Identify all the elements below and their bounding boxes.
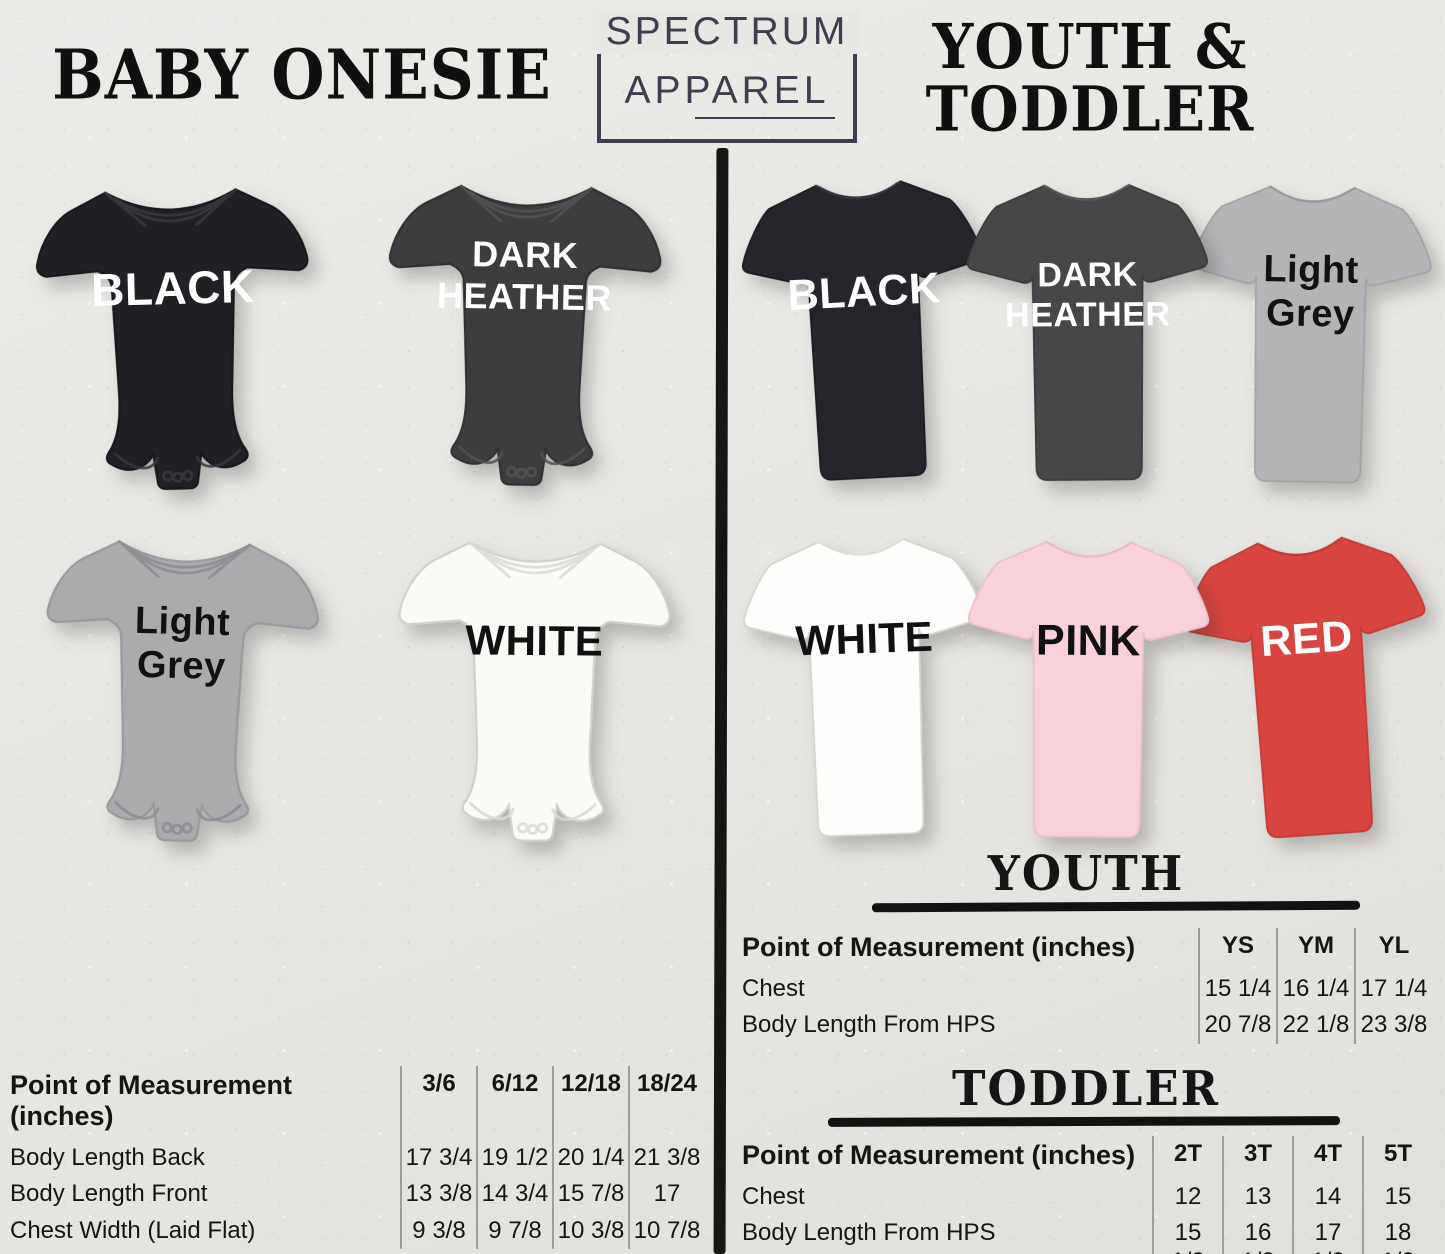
cell: 10 7/8 [628,1212,704,1249]
shirt-dark-heather: DARK HEATHER [961,159,1216,505]
onesie-white: WHITE [377,511,692,854]
onesie-graphic [384,183,663,489]
row-label: Body Length From HPS [742,1219,996,1247]
center-divider-line [713,147,729,1254]
toddler-heading: TODDLER [951,1061,1221,1117]
cell: 23 3/8 [1354,1007,1432,1044]
column-header: 3T [1222,1136,1292,1179]
cell: 12 [1152,1179,1222,1216]
column-header: 2T [1152,1136,1222,1179]
cell: 20 1/4 [552,1140,628,1177]
column-header: 4T [1292,1136,1362,1179]
cell: 13 [1222,1179,1292,1216]
shirt-white: WHITE [734,511,998,864]
cell: 16 1/4 [1276,971,1354,1008]
onesie-color-label: Light Grey [134,600,231,689]
onesie-color-label: WHITE [465,616,604,665]
cell: 15 1/2 [1152,1215,1222,1254]
cell: 15 1/4 [1198,971,1276,1008]
cell: 9 3/8 [400,1212,476,1249]
onesie-color-label: BLACK [90,259,256,317]
baby-onesie-title: BABY ONESIE [52,36,552,116]
cell: 22 1/8 [1276,1007,1354,1044]
column-header: 18/24 [628,1066,704,1140]
cell: 9 7/8 [476,1212,552,1249]
cell: 17 [628,1176,704,1213]
onesie-graphic [34,186,315,494]
column-header: 5T [1362,1136,1432,1179]
row-label: Body Length Back [10,1144,205,1171]
cell: 14 3/4 [476,1176,552,1213]
column-header: 12/18 [552,1066,628,1140]
shirt-color-label: DARK HEATHER [1005,255,1171,335]
column-header: YM [1276,928,1354,971]
youth-toddler-title: YOUTH & TODDLER [862,16,1318,140]
brand-logo: SPECTRUM APPAREL [593,10,861,143]
onesie-graphic [396,540,672,843]
onesie-dark-heather: DARK HEATHER [365,153,683,498]
table-header: Point of Measurement (inches) [742,932,1136,962]
toddler-underline [827,1116,1341,1127]
cell: 19 1/2 [476,1140,552,1177]
row-label: Body Length Front [10,1180,208,1208]
column-header: YS [1198,928,1276,971]
row-label: Chest [742,975,805,1002]
cell: 17 1/4 [1354,971,1432,1008]
youth-toddler-title-line2: TODDLER [925,72,1255,146]
shirt-color-label: Light Grey [1263,248,1360,336]
youth-size-table: Point of Measurement (inches) YS YM YL C… [740,928,1432,1044]
shirt-pink: PINK [961,516,1216,862]
tshirt-graphic [966,540,1210,839]
row-label: Chest [742,1183,805,1210]
table-header: Point of Measurement (inches) [742,1140,1136,1170]
cell: 13 3/8 [400,1176,476,1213]
logo-underline [695,117,835,119]
column-header: 6/12 [476,1066,552,1140]
toddler-size-table: Point of Measurement (inches) 2T 3T 4T 5… [740,1136,1432,1254]
brand-name-spectrum: SPECTRUM [593,10,861,54]
row-label: Chest Width (Laid Flat) [10,1216,256,1244]
cell: 17 3/4 [400,1140,476,1177]
cell: 15 [1362,1179,1432,1216]
cell: 10 3/8 [552,1212,628,1249]
onesie-color-label: DARK HEATHER [436,233,613,319]
column-header: YL [1354,928,1432,971]
youth-heading: YOUTH [987,846,1185,902]
onesie-black: BLACK [14,156,335,504]
shirt-color-label: PINK [1035,616,1141,666]
cell: 18 1/2 [1362,1215,1432,1254]
cell: 21 3/8 [628,1140,704,1177]
cell: 15 7/8 [552,1176,628,1213]
youth-underline [871,900,1361,913]
onesie-light-grey: Light Grey [21,508,342,856]
row-label: Body Length From HPS [742,1011,996,1039]
baby-size-table: Point of Measurement (inches) 3/6 6/12 1… [8,1066,704,1249]
cell: 14 [1292,1179,1362,1216]
youth-toddler-title-line1: YOUTH & [932,10,1248,83]
cell: 20 7/8 [1198,1007,1276,1044]
cell: 17 1/2 [1292,1215,1362,1254]
shirt-light-grey: Light Grey [1181,160,1439,508]
table-header: Point of Measurement (inches) [10,1070,293,1131]
shirt-color-label: WHITE [794,612,934,665]
tshirt-graphic [740,535,992,840]
brand-name-apparel: APPAREL [624,69,830,112]
cell: 16 1/2 [1222,1215,1292,1254]
column-header: 3/6 [400,1066,476,1140]
